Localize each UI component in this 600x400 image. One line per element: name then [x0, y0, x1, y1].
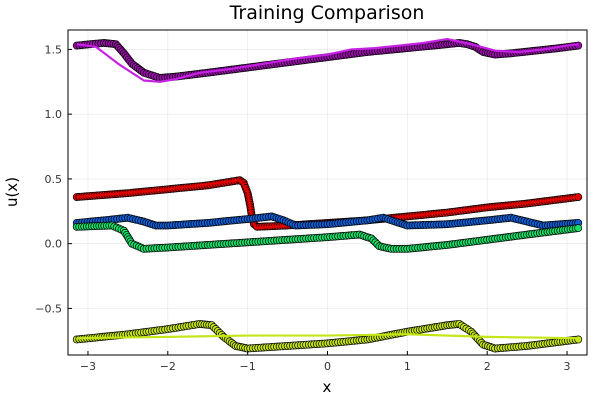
- series-line: [76, 333, 579, 340]
- series-marker: [574, 224, 583, 233]
- tick-layer: −3 −2 −1 0 1 2 3 −0.5 0.0 0.5 1.0 1.5: [35, 43, 570, 373]
- series-marker: [574, 335, 583, 344]
- x-tick-label: −3: [80, 360, 96, 373]
- series-line: [76, 37, 579, 83]
- series-layer: [72, 37, 583, 353]
- x-tick-label: 2: [484, 360, 491, 373]
- y-tick-label: 1.0: [45, 108, 63, 121]
- y-tick-label: 0.0: [45, 238, 63, 251]
- y-axis-label: u(x): [3, 177, 21, 207]
- chart-title: Training Comparison: [229, 2, 425, 24]
- series-line: [76, 179, 579, 230]
- y-tick-label: −0.5: [35, 302, 62, 315]
- y-tick-label: 0.5: [45, 173, 63, 186]
- x-tick-label: 0: [324, 360, 331, 373]
- x-axis-label: x: [323, 378, 332, 396]
- x-tick-label: −1: [240, 360, 256, 373]
- x-tick-label: −2: [160, 360, 176, 373]
- y-tick-label: 1.5: [45, 43, 63, 56]
- x-tick-label: 3: [564, 360, 571, 373]
- x-tick-label: 1: [404, 360, 411, 373]
